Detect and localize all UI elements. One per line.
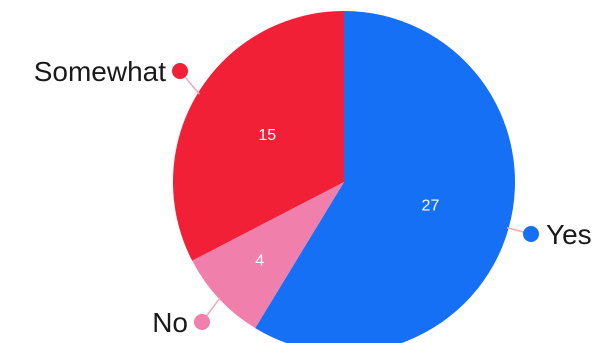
legend-dot-yes xyxy=(523,226,539,242)
slice-value-somewhat: 15 xyxy=(258,127,276,144)
slice-value-no: 4 xyxy=(255,252,264,269)
legend-label-no: No xyxy=(152,307,188,338)
slice-value-labels: 27 4 15 xyxy=(255,127,439,269)
pie-slices xyxy=(173,11,515,343)
pie-slice-yes xyxy=(255,11,515,343)
legend-label-somewhat: Somewhat xyxy=(34,56,167,87)
outside-labels: Yes No Somewhat xyxy=(34,56,592,338)
legend-label-yes: Yes xyxy=(546,219,592,250)
legend-dot-no xyxy=(194,314,210,330)
legend-dot-somewhat xyxy=(172,63,188,79)
pie-slice-no xyxy=(192,182,344,329)
slice-value-yes: 27 xyxy=(422,198,440,215)
pie-slice-somewhat xyxy=(173,11,344,261)
